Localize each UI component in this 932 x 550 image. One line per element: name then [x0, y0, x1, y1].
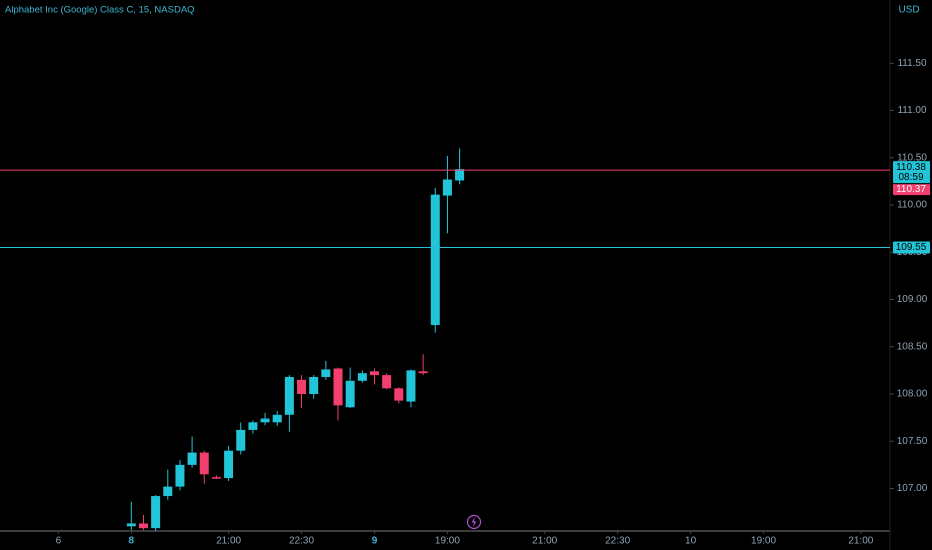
y-tick-label: 108.50	[897, 341, 928, 352]
y-tick-label: 110.00	[897, 200, 927, 211]
x-tick-label: 21:00	[216, 536, 241, 547]
chart-title: Alphabet Inc (Google) Class C, 15, NASDA…	[5, 5, 195, 16]
candle-body	[382, 375, 392, 389]
y-tick-label: 111.50	[897, 58, 927, 69]
candle-body	[357, 373, 367, 381]
price-tag-label: 110.37	[896, 184, 926, 195]
candle-body	[126, 523, 136, 527]
countdown: 08:59	[898, 172, 923, 183]
candle-body	[430, 194, 440, 326]
candle-body	[406, 370, 416, 402]
candle-body	[284, 376, 294, 415]
candle-body	[345, 380, 355, 408]
y-tick-label: 110.50	[897, 152, 927, 163]
y-tick-label: 108.00	[897, 389, 928, 400]
candle-body	[297, 379, 307, 394]
candle-body	[309, 376, 319, 394]
candle-body	[138, 523, 148, 529]
candle-body	[163, 486, 173, 497]
candle-body	[248, 422, 258, 430]
candle-body	[175, 464, 185, 487]
candle-body	[260, 418, 270, 423]
last-price-tag	[893, 161, 930, 184]
candle-body	[199, 452, 209, 475]
y-tick-label: 109.00	[897, 294, 928, 305]
candle-body	[442, 179, 452, 196]
candle-body	[236, 429, 246, 451]
candle-body	[394, 388, 404, 401]
y-tick-label: 107.00	[897, 483, 928, 494]
x-tick-label: 22:30	[605, 536, 630, 547]
x-tick-label: 8	[129, 536, 135, 547]
currency: USD	[898, 5, 919, 16]
x-tick-label: 6	[56, 536, 62, 547]
candle-body	[151, 496, 161, 529]
candle-body	[369, 371, 379, 376]
alert-icon[interactable]	[466, 514, 482, 530]
candle-body	[418, 371, 428, 374]
candle-body	[455, 169, 465, 181]
y-tick-label: 111.00	[897, 105, 927, 116]
price-tag	[893, 184, 930, 196]
candle-body	[333, 368, 343, 406]
price-tag-label: 109.55	[896, 242, 927, 253]
candle-body	[321, 369, 331, 377]
x-tick-label: 21:00	[848, 536, 873, 547]
candle-body	[224, 450, 234, 479]
candle-body	[211, 477, 221, 479]
price-tag	[893, 241, 930, 254]
last-price-label: 110.38	[896, 162, 926, 173]
x-tick-label: 9	[372, 536, 378, 547]
y-tick-label: 107.50	[897, 436, 928, 447]
candle-body	[272, 414, 282, 423]
x-tick-label: 22:30	[289, 536, 314, 547]
x-tick-label: 19:00	[751, 536, 776, 547]
x-tick-label: 21:00	[532, 536, 557, 547]
x-tick-label: 19:00	[435, 536, 460, 547]
x-tick-label: 10	[685, 536, 697, 547]
candle-body	[187, 452, 197, 465]
